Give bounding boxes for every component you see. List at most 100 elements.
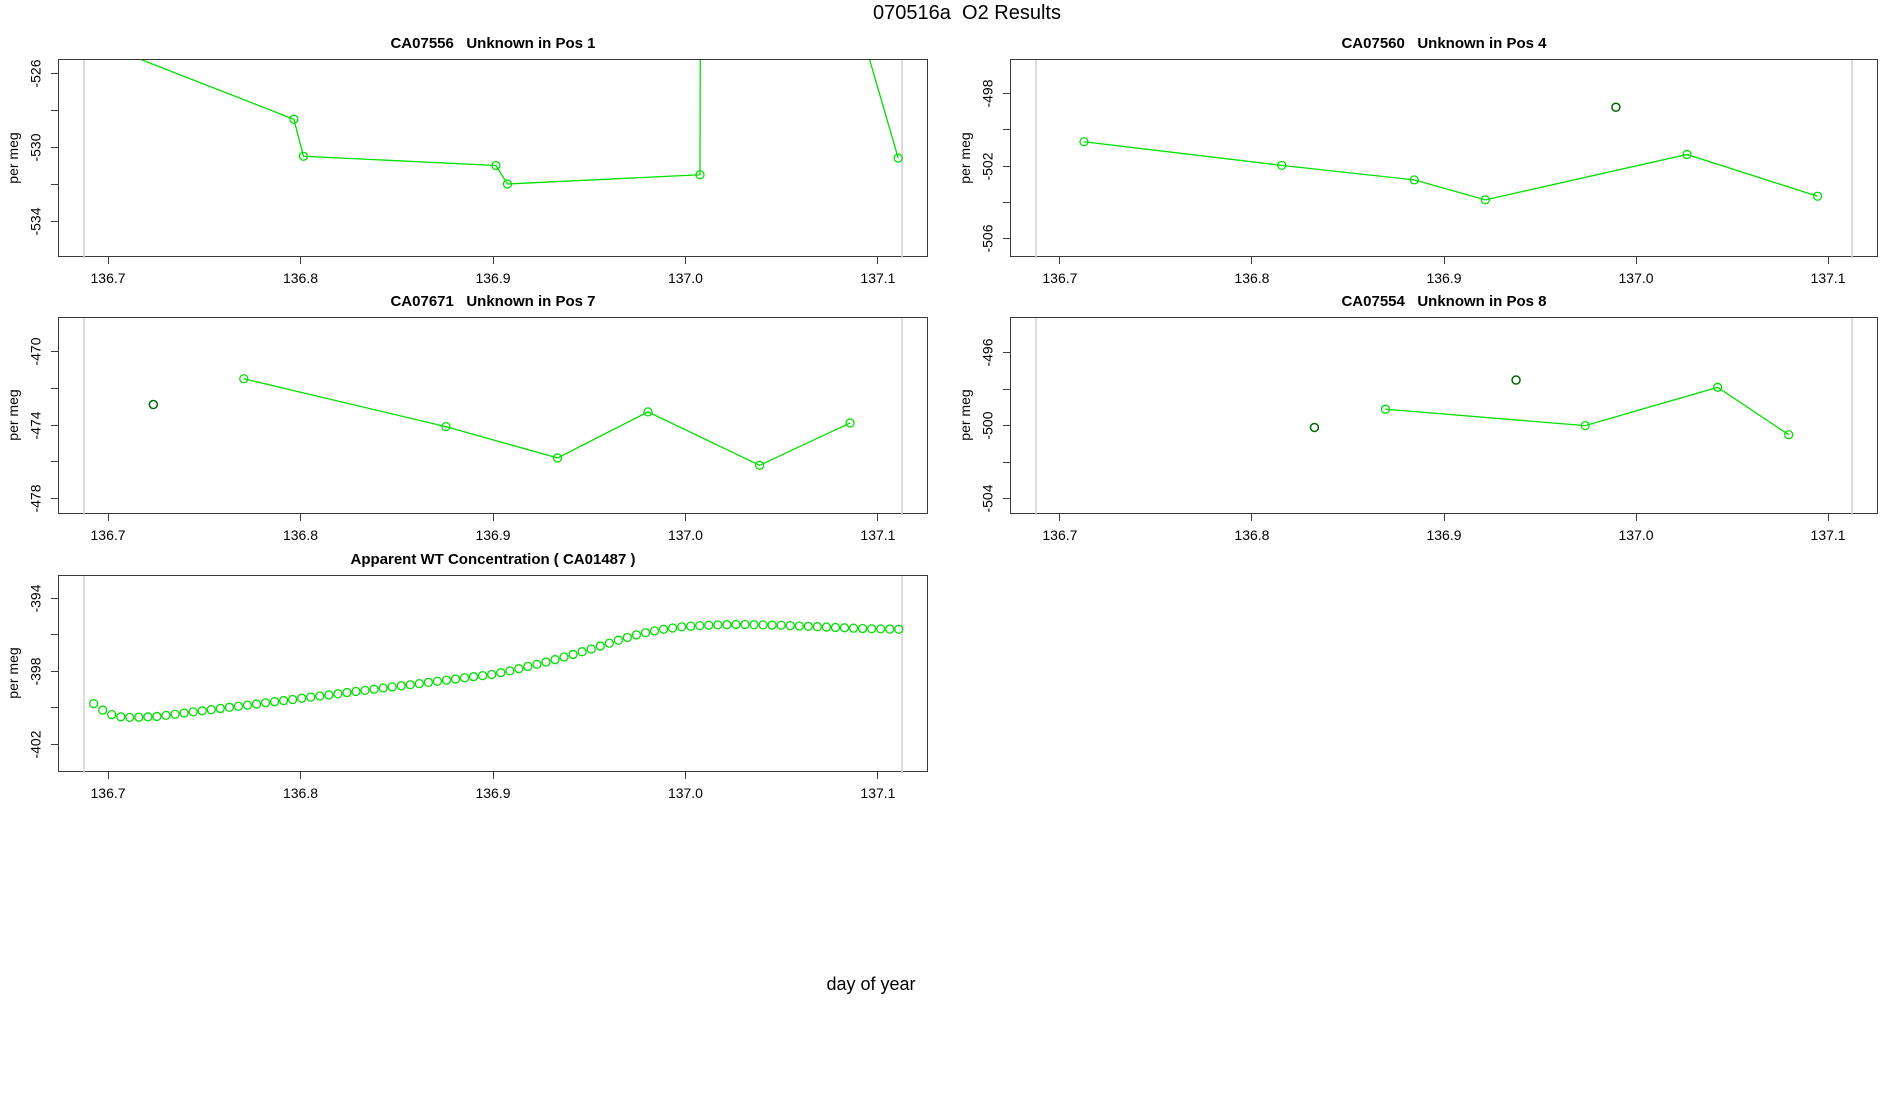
y-tick-label: -502 [979,152,996,181]
series-line [243,377,851,466]
y-tick-label: -534 [27,207,44,236]
data-point [369,684,379,694]
y-minor-tick [1003,129,1010,131]
data-point [695,170,705,180]
plot-area-pos8 [1035,317,1853,515]
data-point [324,689,334,700]
data-point [845,417,855,428]
data-point [649,625,660,636]
data-point [502,179,513,189]
data-point [821,621,832,632]
panel-title-pos7: CA07671 Unknown in Pos 7 [390,292,596,310]
x-tick [107,771,109,779]
flagged-data-point [1511,374,1521,385]
data-point [152,711,162,721]
data-point [658,624,669,634]
data-point [1480,195,1490,205]
data-point [686,621,696,631]
data-point [776,620,786,630]
x-tick [492,513,494,521]
y-tick-label: -506 [979,224,996,253]
data-point [496,667,506,677]
data-point [514,663,524,673]
data-point [857,623,868,633]
data-point [251,698,262,709]
x-tick [1827,513,1829,521]
x-tick [684,771,686,779]
y-tick-label: -500 [979,411,996,440]
x-tick-label: 136.8 [1234,526,1270,543]
x-tick-label: 136.9 [475,270,511,286]
x-tick [1251,257,1253,264]
x-tick [107,257,109,264]
y-tick-label: -398 [27,657,44,686]
x-tick-label: 137.1 [860,784,896,801]
data-point [1079,137,1089,147]
data-point [1713,382,1723,392]
data-point [550,654,560,664]
x-tick-label: 136.9 [1426,270,1462,286]
data-point [197,705,207,715]
y-tick [51,498,58,500]
data-point [812,621,823,631]
data-point [306,691,316,702]
y-tick-label: -496 [979,338,996,367]
plot-area-pos7 [83,317,903,515]
y-tick [51,350,58,352]
x-tick [300,513,302,521]
data-point [342,687,352,697]
y-axis-title-pos8: per meg [957,389,973,441]
data-point [1380,404,1391,414]
data-point [794,620,804,631]
y-tick-label: -474 [27,411,44,440]
x-tick [1827,257,1829,264]
y-tick-label: -504 [979,484,996,513]
y-tick-label: -402 [27,730,44,759]
data-point [749,619,759,629]
data-point [298,151,309,161]
plot-area-apparent-wt [83,575,904,773]
data-point [803,621,813,631]
data-point [876,623,886,634]
data-point [351,686,361,696]
x-tick-label: 137.0 [667,526,703,543]
data-point [289,114,299,124]
data-point [643,406,653,417]
data-point [704,620,714,630]
y-minor-tick [51,184,58,186]
data-point [532,659,542,669]
plot-panel-pos8 [1010,316,1878,515]
y-minor-tick [51,461,58,463]
plot-area-pos4 [1035,60,1853,258]
x-tick-label: 137.1 [860,270,896,286]
panel-title-pos8: CA07554 Unknown in Pos 8 [1341,292,1547,310]
data-point [107,709,117,719]
y-tick [51,221,58,223]
x-tick [492,771,494,779]
data-point [88,698,99,708]
y-tick-label: -498 [979,79,996,108]
series-line [140,60,899,185]
x-tick-label: 137.0 [667,784,703,801]
data-point [767,619,777,630]
y-tick [1003,498,1010,500]
data-point [1580,420,1590,430]
data-point [315,690,325,701]
x-tick-label: 136.7 [90,526,126,543]
x-tick-label: 137.1 [1810,526,1846,543]
y-tick [51,424,58,426]
plot-panel-pos1 [58,59,928,258]
data-point [1277,160,1287,171]
series-line [1385,386,1790,435]
x-tick-label: 137.1 [860,526,896,543]
x-tick [684,257,686,264]
data-point [98,704,108,715]
y-tick-label: -470 [27,337,44,366]
plot-area-pos1 [83,60,903,258]
data-point [278,695,289,705]
y-tick [1003,165,1010,167]
x-tick-label: 136.7 [1042,526,1078,543]
data-point [239,373,249,383]
x-tick-label: 136.8 [1234,270,1270,286]
y-minor-tick [51,707,58,709]
